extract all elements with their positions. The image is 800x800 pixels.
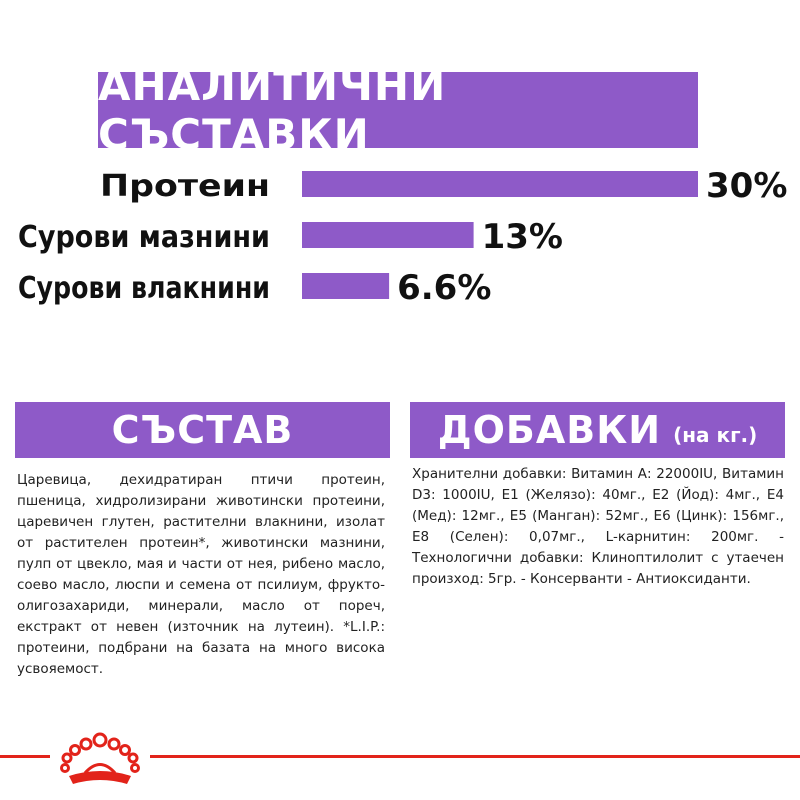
additives-header: ДОБАВКИ (на кг.) [410, 402, 785, 458]
bar-2 [302, 273, 390, 299]
bar-0 [302, 171, 698, 197]
footer-line-left [0, 755, 50, 758]
category-label-2: Сурови влакнини [18, 271, 270, 306]
bar-1 [302, 222, 474, 248]
value-label-1: 13% [482, 217, 563, 257]
category-label-0: Протеин [100, 169, 270, 204]
composition-title: СЪСТАВ [111, 408, 294, 452]
analytical-bar-chart: Протеин 30% Сурови мазнини 13% Сурови влакни… [18, 166, 787, 308]
footer-line-right [150, 755, 800, 758]
header-banner: АНАЛИТИЧНИ СЪСТАВКИ [98, 61, 698, 159]
composition-text: Царевица, дехидратиран птичи протеин, пш… [17, 472, 385, 677]
additives-title: ДОБАВКИ [437, 408, 662, 452]
crown-icon [60, 732, 140, 784]
value-label-2: 6.6% [397, 268, 491, 308]
composition-header: СЪСТАВ [15, 402, 390, 458]
page-title: АНАЛИТИЧНИ СЪСТАВКИ [98, 61, 447, 159]
value-label-0: 30% [706, 166, 787, 206]
additives-text: Хранителни добавки: Витамин А: 22000IU, … [412, 466, 784, 587]
category-label-1: Сурови мазнини [18, 220, 270, 255]
additives-subtitle: (на кг.) [673, 423, 758, 447]
